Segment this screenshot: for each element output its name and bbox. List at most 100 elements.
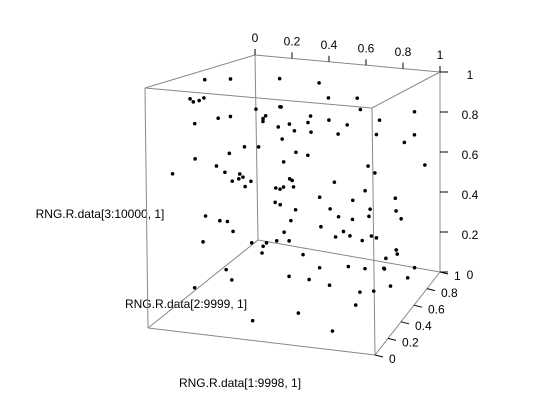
- point: [412, 265, 417, 270]
- point: [296, 311, 301, 315]
- point: [216, 116, 220, 120]
- point: [294, 150, 298, 155]
- point: [243, 184, 247, 189]
- point: [423, 163, 427, 167]
- point: [301, 252, 305, 257]
- x-tick-label: 0.6: [358, 41, 375, 55]
- point: [291, 185, 296, 189]
- point: [336, 214, 341, 219]
- y-tick-label: 1: [454, 269, 461, 283]
- point: [230, 179, 235, 183]
- box-edge: [144, 87, 373, 109]
- point: [224, 267, 228, 272]
- point: [308, 114, 313, 118]
- point: [346, 264, 351, 269]
- point: [170, 171, 175, 176]
- point: [261, 116, 265, 121]
- y-tick: [413, 304, 423, 308]
- point: [260, 251, 264, 255]
- box-edge: [371, 107, 376, 356]
- point: [306, 120, 310, 125]
- box-edge: [147, 239, 259, 329]
- point: [202, 96, 206, 100]
- z-tick-label: 1: [467, 68, 474, 82]
- box-edge: [254, 54, 259, 241]
- point: [306, 153, 310, 158]
- box-edge: [147, 327, 376, 356]
- point: [350, 198, 355, 203]
- point: [368, 207, 372, 211]
- z-tick-label: 0.2: [462, 228, 479, 242]
- point: [241, 175, 245, 179]
- point: [412, 133, 417, 137]
- point: [231, 229, 235, 234]
- z-axis-label: RNG.R.data[3:10000, 1]: [36, 207, 165, 221]
- point: [374, 236, 379, 240]
- point: [395, 252, 400, 256]
- point: [278, 187, 282, 191]
- x-tick-label: 0.8: [395, 45, 412, 59]
- point: [264, 241, 269, 245]
- z-tick-label: 0: [467, 268, 474, 282]
- y-tick-label: 0.2: [402, 336, 419, 350]
- point: [249, 241, 254, 245]
- point: [249, 179, 253, 184]
- point: [377, 118, 382, 122]
- point: [348, 234, 352, 238]
- y-tick-label: 0.8: [441, 286, 458, 300]
- y-tick-label: 0: [389, 352, 396, 366]
- point: [345, 123, 349, 127]
- point: [412, 109, 417, 114]
- point: [277, 76, 282, 81]
- point: [309, 130, 313, 134]
- point: [336, 132, 340, 136]
- point: [384, 256, 388, 261]
- point: [287, 122, 292, 126]
- point: [191, 100, 196, 104]
- point: [394, 248, 399, 252]
- point: [214, 164, 219, 168]
- point: [193, 157, 197, 161]
- point: [327, 283, 332, 288]
- point: [261, 119, 265, 124]
- point: [289, 218, 293, 223]
- point: [358, 107, 363, 112]
- box-edge: [371, 71, 441, 109]
- y-tick-label: 0.6: [428, 302, 445, 316]
- point: [369, 234, 374, 238]
- point: [250, 318, 255, 323]
- y-tick: [387, 337, 397, 341]
- point: [229, 278, 234, 282]
- x-tick-label: 1: [437, 48, 444, 62]
- point: [353, 303, 358, 307]
- point: [388, 284, 393, 288]
- box-edge: [374, 271, 441, 356]
- point: [358, 290, 362, 294]
- point: [393, 196, 398, 201]
- point: [280, 137, 284, 141]
- point: [341, 229, 346, 234]
- point: [327, 118, 331, 122]
- x-tick-label: 0: [252, 31, 259, 45]
- point: [350, 217, 355, 222]
- point: [254, 107, 258, 111]
- point: [227, 151, 232, 156]
- point: [363, 266, 367, 271]
- box-edge: [144, 54, 256, 89]
- point: [197, 98, 201, 103]
- point: [360, 238, 365, 243]
- point: [201, 240, 205, 244]
- point: [223, 170, 227, 175]
- point: [263, 113, 268, 118]
- point: [326, 96, 331, 100]
- point: [328, 207, 332, 211]
- point: [236, 177, 241, 181]
- point: [319, 224, 323, 229]
- point: [261, 244, 265, 249]
- point: [287, 177, 292, 181]
- box-edge: [254, 54, 441, 73]
- box-edge: [257, 239, 441, 273]
- point: [279, 105, 283, 109]
- point: [273, 200, 277, 205]
- y-tick: [426, 288, 436, 292]
